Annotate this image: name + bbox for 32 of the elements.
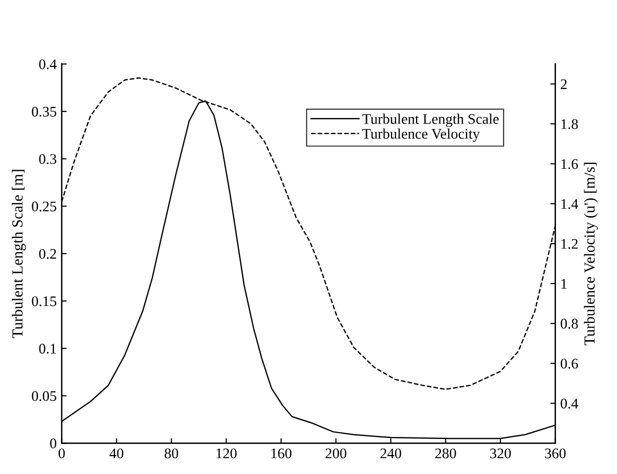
x-tick-label: 160 [271, 448, 292, 458]
y-tick-label: 0.15 [32, 296, 56, 306]
y2-tick-label: 1.4 [561, 199, 578, 209]
legend-label: Turbulent Length Scale [362, 114, 499, 127]
y2-tick-label: 0.8 [560, 318, 578, 329]
x-tick-label: 0 [58, 448, 65, 458]
x-tick-label: 360 [545, 448, 566, 458]
y-tick-label: 0.3 [39, 154, 56, 164]
legend-label: Turbulence Velocity [362, 128, 480, 142]
x-tick-label: 320 [490, 448, 511, 458]
x-tick-label: 240 [380, 448, 402, 458]
y2-tick-label: 2 [560, 79, 567, 90]
x-tick-label: 280 [435, 448, 456, 458]
x-tick-label: 200 [326, 448, 346, 458]
y2-axis-title: Turbulence Velocity (u') [m/s] [584, 162, 598, 346]
y-tick-label: 0.25 [32, 202, 56, 212]
y-tick-label: 0.1 [39, 344, 56, 354]
x-tick-label: 40 [110, 448, 124, 458]
y2-tick-label: 0.6 [560, 358, 578, 369]
y2-tick-label: 1 [561, 278, 567, 289]
y2-tick-label: 1.6 [561, 159, 578, 170]
x-tick-label: 120 [216, 448, 237, 458]
y-tick-label: 0.35 [32, 106, 56, 117]
y2-tick-label: 1.2 [561, 239, 578, 249]
y-tick-label: 0.05 [32, 391, 56, 402]
y2-tick-label: 0.4 [560, 398, 578, 409]
y2-tick-label: 1.8 [561, 119, 578, 130]
y-tick-label: 0 [50, 438, 56, 448]
x-tick-label: 80 [164, 448, 178, 458]
y-axis-title: Turbulent Length Scale [m] [12, 170, 26, 338]
y-tick-label: 0.4 [39, 59, 57, 70]
y-tick-label: 0.2 [39, 248, 56, 259]
